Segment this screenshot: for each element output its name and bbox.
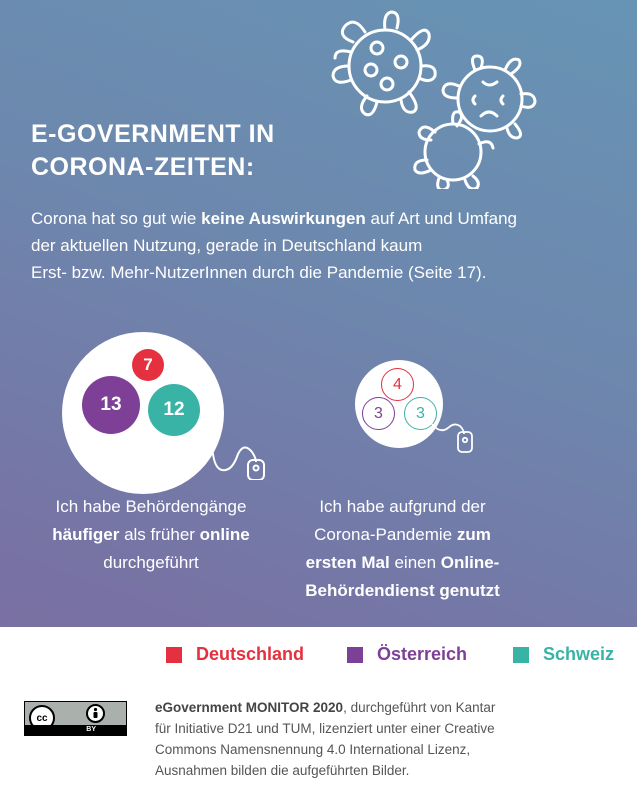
license-text: eGovernment MONITOR 2020, durchgeführt v… bbox=[155, 697, 615, 781]
legend-swatch-deutschland bbox=[166, 646, 182, 663]
caption-bold: zum bbox=[456, 525, 491, 544]
caption-bold: ersten Mal bbox=[305, 553, 390, 572]
footer-line: für Initiative D21 und TUM, lizenziert u… bbox=[155, 721, 495, 736]
title-line-2: CORONA-ZEITEN: bbox=[31, 153, 255, 181]
intro-text: Corona hat so gut wie keine Auswirkungen… bbox=[31, 205, 601, 286]
ring-schweiz: 3 bbox=[404, 397, 437, 430]
legend-label: Österreich bbox=[377, 644, 468, 664]
intro-bold: keine Auswirkungen bbox=[201, 209, 366, 228]
bubble-schweiz: 12 bbox=[148, 384, 200, 436]
caption-mid: einen bbox=[389, 553, 441, 572]
legend-swatch-oesterreich bbox=[347, 646, 363, 663]
caption-line: durchgeführt bbox=[103, 553, 199, 572]
stat-more-often-online: 7 13 12 bbox=[62, 332, 224, 494]
caption-line: Corona-Pandemie bbox=[314, 525, 457, 544]
cc-strip bbox=[25, 725, 126, 735]
caption-bold: Online- bbox=[440, 553, 500, 572]
caption-first-time-online: Ich habe aufgrund der Corona-Pandemie zu… bbox=[275, 493, 530, 605]
intro-part1: Corona hat so gut wie bbox=[31, 209, 202, 228]
footer-line: Ausnahmen bilden die aufgeführten Bilder… bbox=[155, 763, 410, 778]
footer-line: , durchgeführt von Kantar bbox=[343, 700, 496, 715]
intro-part2: auf Art und Umfang bbox=[365, 209, 517, 228]
stat-first-time-online: 4 3 3 bbox=[355, 360, 443, 448]
legend-swatch-schweiz bbox=[513, 646, 529, 663]
caption-bold: häufiger bbox=[52, 525, 120, 544]
computer-mouse-icon bbox=[431, 423, 473, 453]
intro-line3: Erst- bzw. Mehr-NutzerInnen durch die Pa… bbox=[31, 263, 487, 282]
caption-line: Ich habe Behördengänge bbox=[55, 497, 247, 516]
computer-mouse-icon bbox=[211, 438, 265, 480]
legend-item-schweiz: Schweiz bbox=[513, 644, 614, 665]
legend-label: Deutschland bbox=[196, 644, 305, 664]
ring-deutschland: 4 bbox=[381, 368, 414, 401]
footer-line: Commons Namensnennung 4.0 International … bbox=[155, 742, 471, 757]
legend-item-deutschland: Deutschland bbox=[166, 644, 304, 665]
caption-more-often-online: Ich habe Behördengänge häufiger als früh… bbox=[20, 493, 282, 577]
ring-oesterreich: 3 bbox=[362, 397, 395, 430]
page-title: E-GOVERNMENT IN CORONA-ZEITEN: bbox=[31, 118, 275, 184]
caption-line: Ich habe aufgrund der bbox=[319, 497, 486, 516]
intro-line2: der aktuellen Nutzung, gerade in Deutsch… bbox=[31, 236, 423, 255]
title-line-1: E-GOVERNMENT IN bbox=[31, 120, 275, 148]
source-title: eGovernment MONITOR 2020 bbox=[155, 700, 344, 715]
legend-label: Schweiz bbox=[543, 644, 615, 664]
by-label: BY bbox=[86, 726, 96, 733]
virus-icon bbox=[331, 10, 537, 189]
attribution-person-icon bbox=[86, 704, 105, 723]
bubble-oesterreich: 13 bbox=[82, 376, 140, 434]
caption-mid: als früher bbox=[119, 525, 200, 544]
legend: Deutschland Österreich Schweiz bbox=[0, 644, 637, 674]
hero-panel: E-GOVERNMENT IN CORONA-ZEITEN: Corona ha… bbox=[0, 0, 637, 627]
legend-item-oesterreich: Österreich bbox=[347, 644, 467, 665]
caption-bold: online bbox=[199, 525, 250, 544]
cc-by-icon[interactable]: cc BY bbox=[24, 701, 127, 736]
caption-bold: Behördendienst genutzt bbox=[305, 581, 500, 600]
bubble-deutschland: 7 bbox=[132, 349, 164, 381]
